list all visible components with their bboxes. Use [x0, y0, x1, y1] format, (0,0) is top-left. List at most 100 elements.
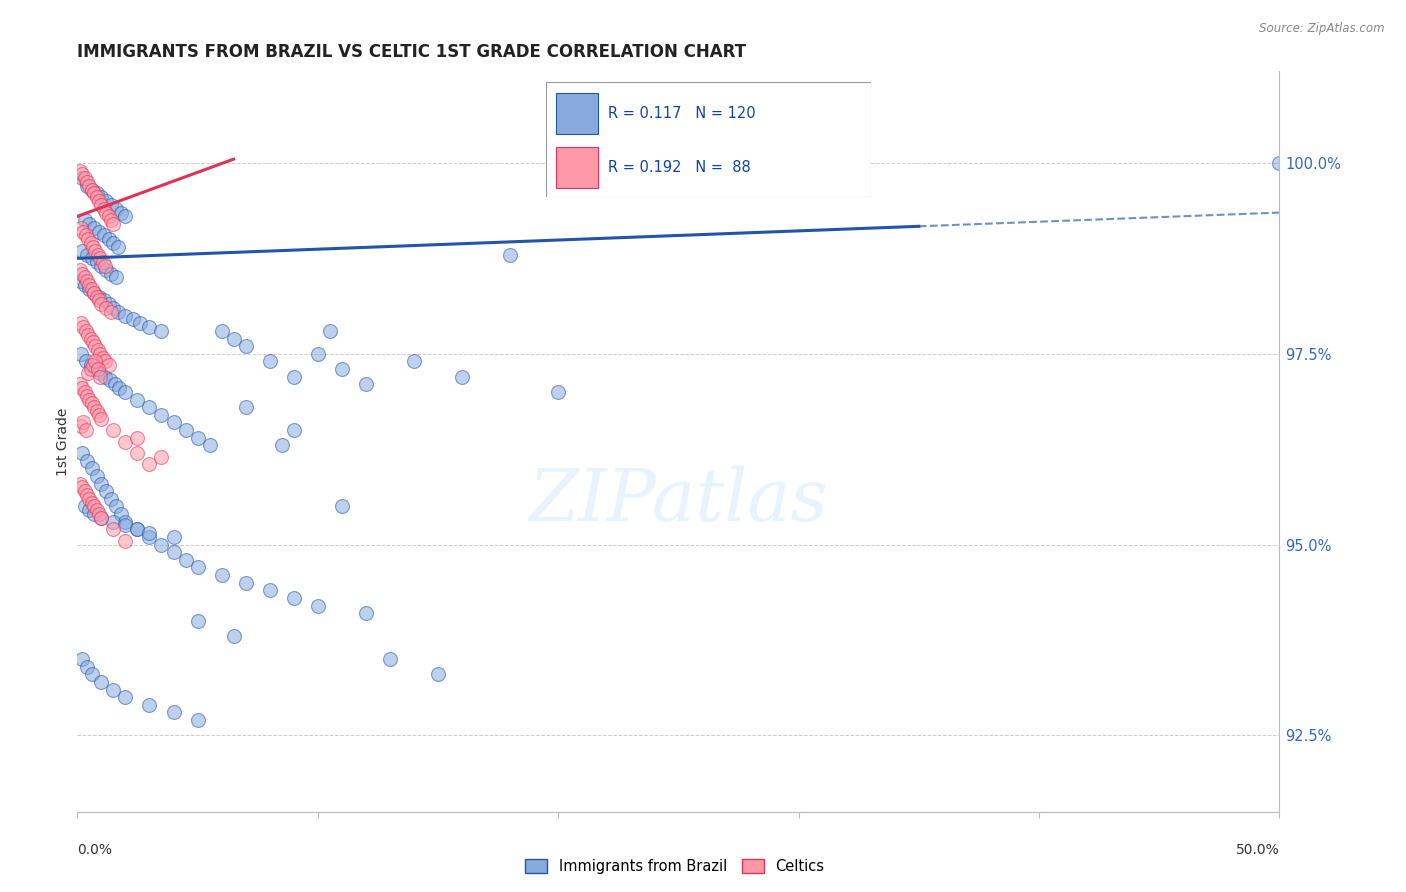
Point	[103, 217, 125, 231]
Point	[114, 309, 136, 323]
Point	[93, 202, 115, 216]
Point	[70, 419, 93, 434]
Point	[103, 682, 125, 697]
Point	[235, 400, 257, 414]
Point	[100, 305, 122, 319]
Point	[354, 607, 377, 621]
Point	[69, 262, 91, 277]
Point	[162, 545, 184, 559]
Point	[90, 198, 112, 212]
Point	[69, 163, 91, 178]
Point	[79, 178, 101, 193]
Point	[86, 404, 108, 418]
Point	[104, 500, 127, 514]
Point	[127, 522, 149, 536]
Point	[127, 522, 149, 536]
Point	[86, 255, 108, 269]
Point	[89, 366, 111, 380]
Text: 50.0%: 50.0%	[1236, 843, 1279, 857]
Point	[83, 186, 105, 201]
Point	[174, 423, 197, 437]
Point	[91, 351, 114, 365]
Point	[75, 228, 97, 243]
Point	[73, 270, 96, 285]
Point	[97, 358, 120, 372]
Point	[86, 190, 108, 204]
Point	[84, 362, 107, 376]
Point	[402, 354, 425, 368]
Point	[72, 320, 94, 334]
Point	[69, 377, 91, 392]
Point	[79, 236, 101, 251]
Point	[103, 515, 125, 529]
Point	[138, 526, 160, 541]
Point	[198, 438, 221, 452]
Point	[80, 252, 103, 266]
Point	[80, 282, 103, 296]
Point	[283, 591, 305, 605]
Point	[138, 400, 160, 414]
Point	[90, 259, 112, 273]
Point	[76, 659, 98, 673]
Point	[100, 491, 122, 506]
Point	[76, 488, 98, 502]
Point	[80, 183, 103, 197]
Point	[80, 667, 103, 681]
Point	[83, 220, 105, 235]
Point	[90, 411, 112, 425]
Point	[97, 210, 120, 224]
Point	[82, 335, 104, 350]
Point	[1268, 156, 1291, 170]
Point	[80, 495, 103, 509]
Point	[222, 629, 245, 643]
Point	[121, 312, 143, 326]
Point	[94, 354, 117, 368]
Point	[70, 171, 93, 186]
Point	[94, 259, 117, 273]
Point	[127, 431, 149, 445]
Point	[75, 324, 97, 338]
Point	[90, 190, 112, 204]
Point	[96, 484, 118, 499]
Point	[83, 507, 105, 521]
Point	[79, 278, 101, 293]
Point	[79, 491, 101, 506]
Point	[73, 384, 96, 399]
Point	[330, 362, 353, 376]
Point	[114, 434, 136, 449]
Point	[100, 213, 122, 227]
Point	[100, 267, 122, 281]
Legend: Immigrants from Brazil, Celtics: Immigrants from Brazil, Celtics	[520, 854, 830, 880]
Point	[211, 324, 233, 338]
Point	[162, 530, 184, 544]
Point	[82, 358, 104, 372]
Point	[89, 252, 111, 266]
Point	[97, 297, 120, 311]
Point	[127, 392, 149, 407]
Point	[96, 194, 118, 208]
Point	[283, 369, 305, 384]
Point	[73, 500, 96, 514]
Point	[138, 320, 160, 334]
Point	[107, 305, 129, 319]
Text: IMMIGRANTS FROM BRAZIL VS CELTIC 1ST GRADE CORRELATION CHART: IMMIGRANTS FROM BRAZIL VS CELTIC 1ST GRA…	[77, 44, 747, 62]
Point	[138, 458, 160, 472]
Point	[87, 289, 110, 303]
Point	[86, 503, 108, 517]
Point	[83, 285, 105, 300]
Point	[76, 178, 98, 193]
Point	[87, 225, 110, 239]
Point	[90, 297, 112, 311]
Point	[162, 416, 184, 430]
Point	[108, 381, 131, 395]
Point	[70, 168, 93, 182]
Point	[103, 301, 125, 315]
Point	[114, 384, 136, 399]
Point	[94, 369, 117, 384]
Point	[76, 274, 98, 288]
Point	[98, 374, 121, 388]
Point	[319, 324, 342, 338]
Point	[90, 476, 112, 491]
Point	[79, 282, 101, 296]
Point	[86, 186, 108, 201]
